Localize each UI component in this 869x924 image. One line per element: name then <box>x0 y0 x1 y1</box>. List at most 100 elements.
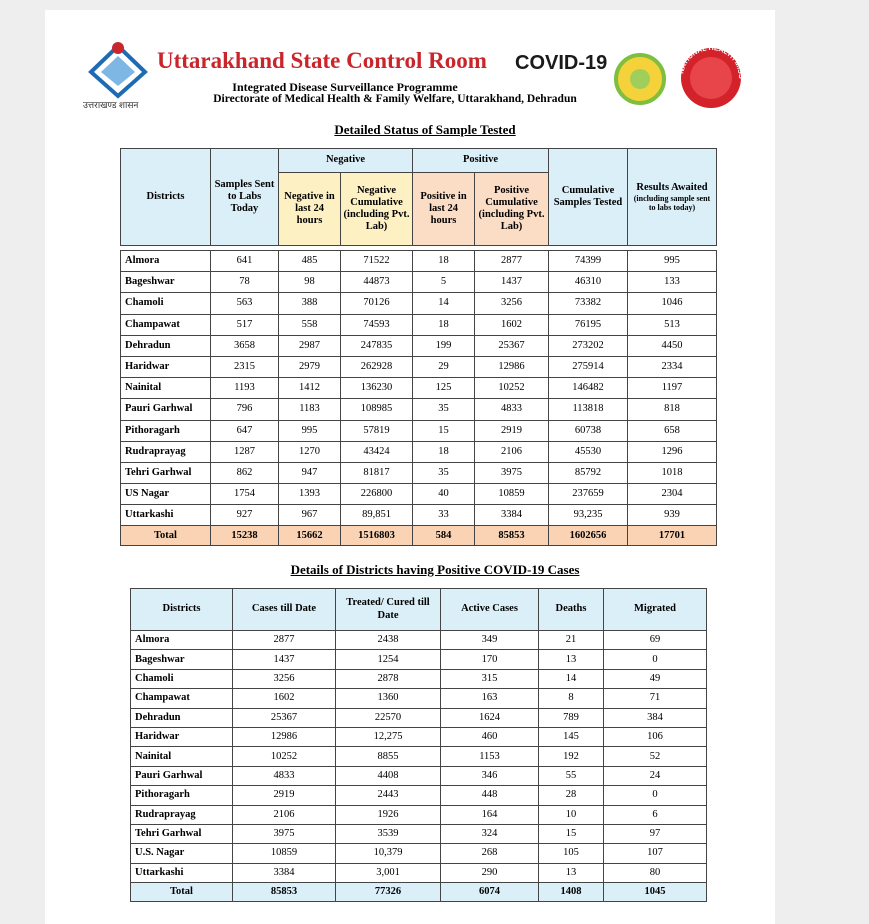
cell: 33 <box>412 504 475 527</box>
cell: 927 <box>210 504 279 527</box>
cell: 384 <box>603 707 707 728</box>
cell: 70126 <box>340 292 413 315</box>
total-cell: 15238 <box>210 525 279 547</box>
cell: 1393 <box>278 483 341 506</box>
cell: 2877 <box>474 249 549 273</box>
cell: 658 <box>627 419 717 442</box>
district: Chamoli <box>120 292 211 315</box>
cell: 29 <box>412 355 475 379</box>
data-row: Dehradun 25367 22570 1624 789 384 <box>130 707 707 728</box>
table2: Districts Cases till Date Treated/ Cured t… <box>130 588 707 903</box>
cell: 2304 <box>627 483 717 506</box>
cell: 74399 <box>548 249 628 273</box>
district: Bageshwar <box>130 649 233 670</box>
column-header: Positive Cumulative (including Pvt. Lab) <box>474 172 549 246</box>
district: Nainital <box>120 377 211 400</box>
covid-label: COVID-19 <box>515 52 608 74</box>
data-row: Rudraprayag 2106 1926 164 10 6 <box>130 804 707 825</box>
district: U.S. Nagar <box>130 843 233 864</box>
data-row: Chamoli 563 388 70126 14 3256 73382 1046 <box>120 292 717 315</box>
cell: 3539 <box>335 823 441 845</box>
cell: 563 <box>210 292 279 315</box>
cell: 40 <box>412 483 475 506</box>
data-row: Bageshwar 78 98 44873 5 1437 46310 133 <box>120 271 717 294</box>
cell: 262928 <box>340 355 413 379</box>
data-row: Haridwar 12986 12,275 460 145 106 <box>130 726 707 748</box>
cell: 44873 <box>340 271 413 294</box>
cell: 15 <box>412 419 475 442</box>
data-row: Champawat 1602 1360 163 8 71 <box>130 688 707 709</box>
header-row: Negative in last 24 hours Negative Cumula… <box>121 172 717 246</box>
data-row: Uttarkashi 3384 3,001 290 13 80 <box>130 862 707 884</box>
cell: 52 <box>603 746 707 767</box>
cell: 1602 <box>232 688 336 709</box>
cell: 818 <box>627 398 717 421</box>
cell: 995 <box>278 419 341 442</box>
cell: 967 <box>278 504 341 527</box>
cell: 460 <box>440 726 539 748</box>
cell: 4408 <box>335 765 441 787</box>
cell: 46310 <box>548 271 628 294</box>
header-subtitle: Integrated Disease Surveillance Programm… <box>232 80 458 94</box>
cell: 22570 <box>335 707 441 728</box>
cell: 517 <box>210 313 279 336</box>
cell: 125 <box>412 377 475 400</box>
cell: 108985 <box>340 398 413 421</box>
cell: 2334 <box>627 355 717 379</box>
cell: 647 <box>210 419 279 442</box>
cell: 3256 <box>232 668 336 690</box>
cell: 35 <box>412 461 475 485</box>
cell: 55 <box>538 765 604 787</box>
column-header: Districts <box>130 588 233 631</box>
results-header: Results Awaited <box>636 181 708 193</box>
group-header: Negative <box>278 148 413 173</box>
table2-title: Details of Districts having Positive COV… <box>290 562 580 577</box>
cell: 273202 <box>548 334 628 357</box>
cell: 4833 <box>474 398 549 421</box>
cell: 10 <box>538 804 604 825</box>
cell: 275914 <box>548 355 628 379</box>
district: Tehri Garhwal <box>120 461 211 485</box>
cell: 2878 <box>335 668 441 690</box>
column-header: Results Awaited (including sample sent to… <box>627 148 717 246</box>
total-row: Total 15238 15662 1516803 584 85853 1602656 177… <box>120 525 717 547</box>
cell: 2438 <box>335 629 441 651</box>
district: Dehradun <box>130 707 233 728</box>
cell: 113818 <box>548 398 628 421</box>
cell: 796 <box>210 398 279 421</box>
cell: 18 <box>412 440 475 463</box>
cell: 641 <box>210 249 279 273</box>
cell: 1296 <box>627 440 717 463</box>
data-row: Pauri Garhwal 4833 4408 346 55 24 <box>130 765 707 787</box>
cell: 862 <box>210 461 279 485</box>
cell: 35 <box>412 398 475 421</box>
cell: 1270 <box>278 440 341 463</box>
district: Bageshwar <box>120 271 211 294</box>
cell: 1153 <box>440 746 539 767</box>
data-row: Chamoli 3256 2878 315 14 49 <box>130 668 707 690</box>
cell: 3256 <box>474 292 549 315</box>
data-row: Pithoragarh 2919 2443 448 28 0 <box>130 785 707 806</box>
cell: 315 <box>440 668 539 690</box>
cell: 947 <box>278 461 341 485</box>
data-row: Pauri Garhwal 796 1183 108985 35 4833 113818 81… <box>120 398 717 421</box>
cell: 10252 <box>474 377 549 400</box>
cell: 8855 <box>335 746 441 767</box>
cell: 558 <box>278 313 341 336</box>
cell: 71 <box>603 688 707 709</box>
cell: 1183 <box>278 398 341 421</box>
district: Pithoragarh <box>130 785 233 806</box>
cell: 76195 <box>548 313 628 336</box>
cell: 448 <box>440 785 539 806</box>
column-header: Samples Sent to Labs Today <box>210 148 279 246</box>
cell: 4833 <box>232 765 336 787</box>
column-header: Active Cases <box>440 588 539 631</box>
cell: 290 <box>440 862 539 884</box>
cell: 1926 <box>335 804 441 825</box>
district: Uttarkashi <box>120 504 211 527</box>
cell: 107 <box>603 843 707 864</box>
cell: 1197 <box>627 377 717 400</box>
cell: 73382 <box>548 292 628 315</box>
cell: 2979 <box>278 355 341 379</box>
